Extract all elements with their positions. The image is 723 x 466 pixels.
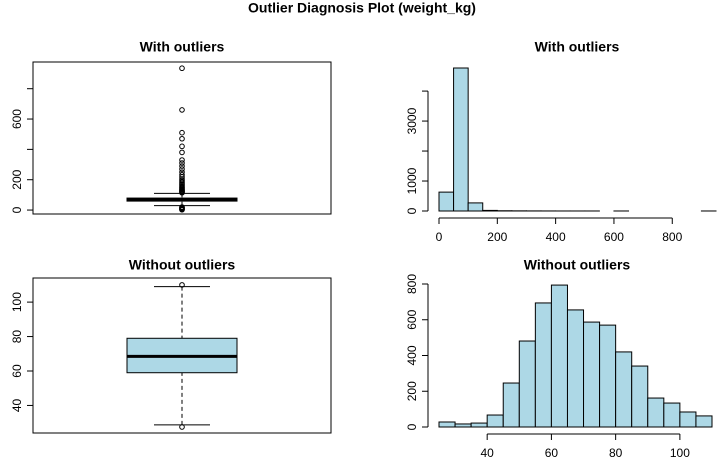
- bar: [534, 302, 552, 428]
- y-tick-label: 0: [405, 423, 419, 430]
- outlier: [179, 157, 185, 163]
- x-tick-label: 0: [436, 230, 443, 244]
- y-tick-label: 800: [405, 274, 419, 294]
- chart-title: With outliers: [140, 39, 225, 55]
- y-tick-label: 0: [10, 206, 24, 213]
- plot-frame: [32, 277, 332, 434]
- x-tick-label: 600: [604, 230, 624, 244]
- chart-title: With outliers: [535, 39, 620, 55]
- outlier: [179, 65, 185, 72]
- y-tick-label: 400: [405, 345, 419, 365]
- outlier: [179, 129, 185, 136]
- x-tick-label: 100: [670, 446, 690, 460]
- y-tick-label: 200: [10, 169, 24, 189]
- bar: [615, 351, 633, 428]
- outlier: [179, 143, 185, 150]
- x-tick-label: 80: [609, 446, 623, 460]
- bar: [583, 321, 601, 428]
- bar: [486, 414, 504, 428]
- bar: [482, 209, 498, 212]
- bar: [679, 411, 697, 428]
- bar: [550, 284, 568, 428]
- outlier: [179, 169, 185, 175]
- x-tick-label: 400: [546, 230, 566, 244]
- y-tick-label: 100: [10, 292, 24, 312]
- bar: [599, 324, 617, 428]
- plot-frame: [32, 61, 332, 215]
- page-title: Outlier Diagnosis Plot (weight_kg): [248, 0, 476, 16]
- x-tick-label: 800: [662, 230, 682, 244]
- bar: [518, 340, 536, 428]
- y-tick-label: 200: [405, 381, 419, 401]
- x-tick-label: 200: [487, 230, 507, 244]
- outlier: [179, 424, 185, 430]
- bar: [566, 309, 585, 428]
- bar: [663, 402, 681, 428]
- y-tick-label: 3000: [405, 107, 419, 134]
- outlier: [179, 282, 185, 288]
- bar: [438, 191, 455, 212]
- x-tick-label: 40: [480, 446, 494, 460]
- y-tick-label: 600: [405, 309, 419, 329]
- y-tick-label: 600: [10, 109, 24, 129]
- bar: [502, 382, 520, 428]
- bar: [631, 365, 649, 428]
- x-tick-label: 60: [545, 446, 559, 460]
- outlier: [179, 163, 185, 169]
- bar: [470, 422, 488, 428]
- outlier: [179, 204, 185, 210]
- y-tick-label: 1000: [405, 167, 419, 194]
- outlier: [179, 160, 185, 166]
- bar: [647, 397, 665, 428]
- y-tick-label: 0: [405, 207, 419, 214]
- chart-title: Without outliers: [524, 257, 631, 273]
- y-tick-label: 40: [10, 398, 24, 412]
- y-tick-label: 60: [10, 364, 24, 378]
- outlier: [179, 176, 185, 182]
- outlier: [179, 135, 185, 142]
- bar: [438, 421, 456, 428]
- outlier: [179, 166, 185, 172]
- bar: [695, 415, 713, 428]
- bar: [453, 67, 469, 212]
- outlier: [179, 149, 185, 156]
- chart-title: Without outliers: [129, 257, 236, 273]
- bar: [454, 423, 472, 428]
- outlier: [179, 172, 185, 178]
- outlier: [179, 107, 185, 113]
- bar: [467, 202, 484, 212]
- y-tick-label: 80: [10, 330, 24, 344]
